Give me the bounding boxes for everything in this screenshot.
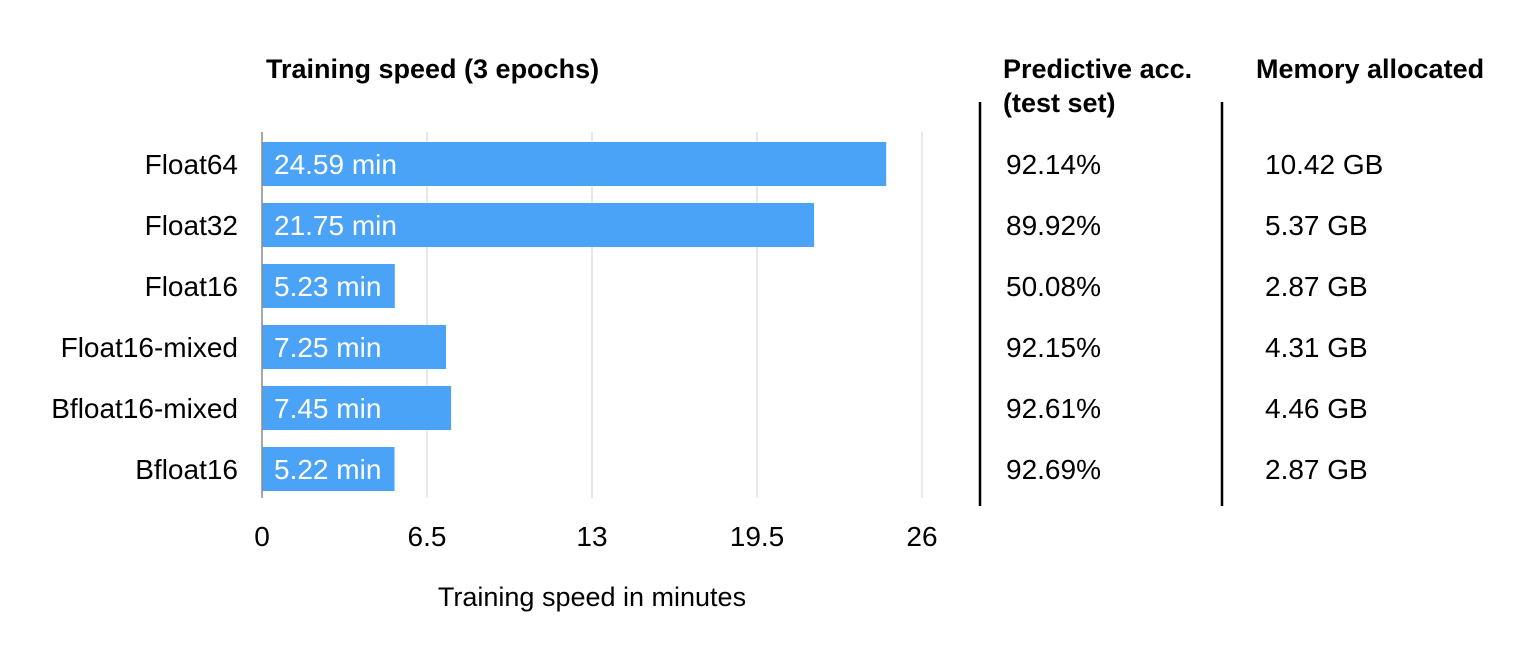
x-tick-label: 0 (254, 521, 270, 552)
bar-value-label: 7.25 min (274, 332, 381, 363)
accuracy-values: 92.14% 89.92% 50.08% 92.15% 92.61% 92.69% (1006, 149, 1101, 485)
memory-value: 2.87 GB (1265, 271, 1368, 302)
bar-value-label: 5.23 min (274, 271, 381, 302)
category-label: Float64 (145, 149, 238, 180)
memory-column: Memory allocated 10.42 GB 5.37 GB 2.87 GB 4… (1256, 54, 1484, 485)
category-label: Float16-mixed (61, 332, 238, 363)
accuracy-header-line-2: (test set) (1003, 88, 1116, 118)
bar (262, 447, 395, 491)
accuracy-value: 92.61% (1006, 393, 1101, 424)
bar (262, 142, 887, 186)
category-label: Bfloat16 (135, 454, 238, 485)
bar (262, 203, 815, 247)
accuracy-value: 89.92% (1006, 210, 1101, 241)
memory-header: Memory allocated (1256, 54, 1484, 84)
accuracy-column: Predictive acc. (test set) 92.14% 89.92% 5… (1003, 54, 1192, 485)
bar-value-label: 24.59 min (274, 149, 397, 180)
x-tick-label: 26 (906, 521, 937, 552)
x-axis-title: Training speed in minutes (438, 582, 746, 612)
memory-value: 5.37 GB (1265, 210, 1368, 241)
chart-title: Training speed (3 epochs) (266, 54, 599, 84)
x-tick-label: 19.5 (730, 521, 785, 552)
accuracy-value: 92.69% (1006, 454, 1101, 485)
accuracy-value: 92.14% (1006, 149, 1101, 180)
memory-values: 10.42 GB 5.37 GB 2.87 GB 4.31 GB 4.46 GB 2.87… (1265, 149, 1383, 485)
accuracy-header-line-1: Predictive acc. (1003, 54, 1192, 84)
accuracy-value: 50.08% (1006, 271, 1101, 302)
memory-value: 2.87 GB (1265, 454, 1368, 485)
category-label: Float16 (145, 271, 238, 302)
x-tick-labels: 0 6.5 13 19.5 26 (254, 521, 937, 552)
accuracy-value: 92.15% (1006, 332, 1101, 363)
memory-value: 10.42 GB (1265, 149, 1383, 180)
bar (262, 325, 447, 369)
x-tick-label: 6.5 (408, 521, 447, 552)
bars: 24.59 min 21.75 min 5.23 min 7.25 min 7.45 m… (262, 142, 887, 491)
category-labels: Float64 Float32 Float16 Float16-mixed Bfloat… (51, 149, 238, 485)
gridlines (426, 132, 923, 498)
bar (262, 264, 395, 308)
bar-value-label: 7.45 min (274, 393, 381, 424)
x-tick-label: 13 (576, 521, 607, 552)
bar-value-label: 21.75 min (274, 210, 397, 241)
category-label: Bfloat16-mixed (51, 393, 238, 424)
memory-value: 4.31 GB (1265, 332, 1368, 363)
category-label: Float32 (145, 210, 238, 241)
bar (262, 386, 452, 430)
bar-value-label: 5.22 min (274, 454, 381, 485)
memory-value: 4.46 GB (1265, 393, 1368, 424)
